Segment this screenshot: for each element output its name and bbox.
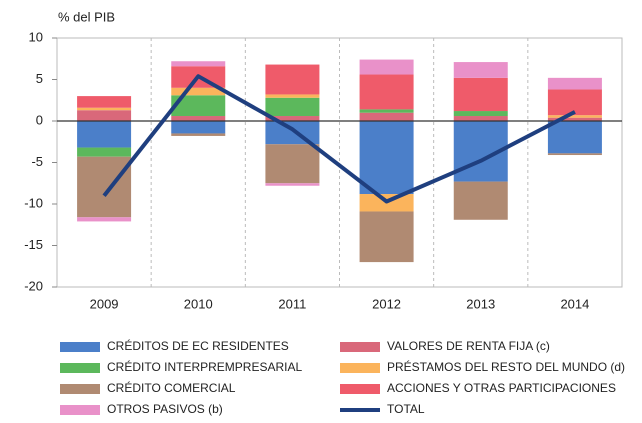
y-tick-label: 5: [36, 71, 43, 86]
legend-label: ACCIONES Y OTRAS PARTICIPACIONES: [387, 381, 616, 395]
legend-label: CRÉDITO INTERPREMPRESARIAL: [107, 359, 302, 374]
bar-segment: [547, 89, 602, 116]
y-axis-label: % del PIB: [58, 9, 115, 24]
x-tick-label: 2010: [184, 296, 213, 311]
bar-segment: [265, 121, 320, 145]
bar-segment: [453, 116, 508, 121]
bar-segment: [265, 116, 320, 121]
legend-swatch: [60, 384, 100, 394]
bar-segment: [171, 133, 226, 136]
legend-label: TOTAL: [387, 402, 425, 416]
legend-swatch: [60, 342, 100, 352]
bar-segment: [359, 109, 414, 113]
bar-segment: [547, 115, 602, 118]
legend-swatch: [340, 363, 380, 373]
bar-segment: [547, 153, 602, 156]
y-tick-label: -5: [31, 154, 43, 169]
x-tick-label: 2009: [90, 296, 119, 311]
legend-label: OTROS PASIVOS (b): [107, 402, 223, 416]
bar-segment: [265, 97, 320, 117]
y-tick-label: 10: [29, 29, 43, 44]
bar-segment: [171, 121, 226, 134]
bar-segment: [77, 121, 132, 148]
x-tick-label: 2011: [278, 296, 306, 311]
y-tick-label: -15: [24, 237, 43, 252]
bar-segment: [77, 156, 132, 218]
bar-segment: [453, 62, 508, 78]
x-tick-label: 2012: [372, 296, 401, 311]
total-line: [102, 74, 576, 204]
legend-swatch: [340, 408, 380, 412]
bar-segment: [453, 181, 508, 220]
bar-segment: [265, 64, 320, 95]
bar-segment: [453, 111, 508, 117]
bar-segment: [171, 116, 226, 121]
bar-segment: [265, 94, 320, 98]
legend-label: CRÉDITOS DE EC RESIDENTES: [107, 338, 289, 353]
bar-segment: [77, 217, 132, 222]
bar-segment: [171, 61, 226, 67]
bar-segment: [265, 183, 320, 186]
bar-segment: [171, 87, 226, 96]
bar-segment: [77, 110, 132, 121]
bar-segment: [359, 211, 414, 263]
legend-swatch: [60, 405, 100, 415]
bar-segment: [77, 96, 132, 108]
bar-segment: [171, 95, 226, 117]
legend-label: CRÉDITO COMERCIAL: [107, 380, 236, 395]
legend-swatch: [340, 384, 380, 394]
legend-swatch: [60, 363, 100, 373]
y-tick-label: -20: [24, 278, 43, 293]
bar-segment: [77, 147, 132, 157]
bar-segment: [359, 74, 414, 110]
bar-segment: [547, 77, 602, 90]
bar-segment: [359, 121, 414, 195]
bar-segment: [265, 144, 320, 184]
legend-label: VALORES DE RENTA FIJA (c): [387, 339, 550, 353]
bar-segment: [77, 107, 132, 111]
x-tick-label: 2013: [466, 296, 495, 311]
bar-segment: [547, 117, 602, 121]
bar-segment: [547, 121, 602, 154]
y-tick-label: 0: [36, 112, 43, 127]
bar-segment: [359, 59, 414, 75]
bar-segment: [453, 77, 508, 112]
bar-segment: [359, 112, 414, 121]
legend-label: PRÉSTAMOS DEL RESTO DEL MUNDO (d): [387, 359, 625, 374]
y-tick-label: -10: [24, 195, 43, 210]
legend-swatch: [340, 342, 380, 352]
x-tick-label: 2014: [560, 296, 589, 311]
